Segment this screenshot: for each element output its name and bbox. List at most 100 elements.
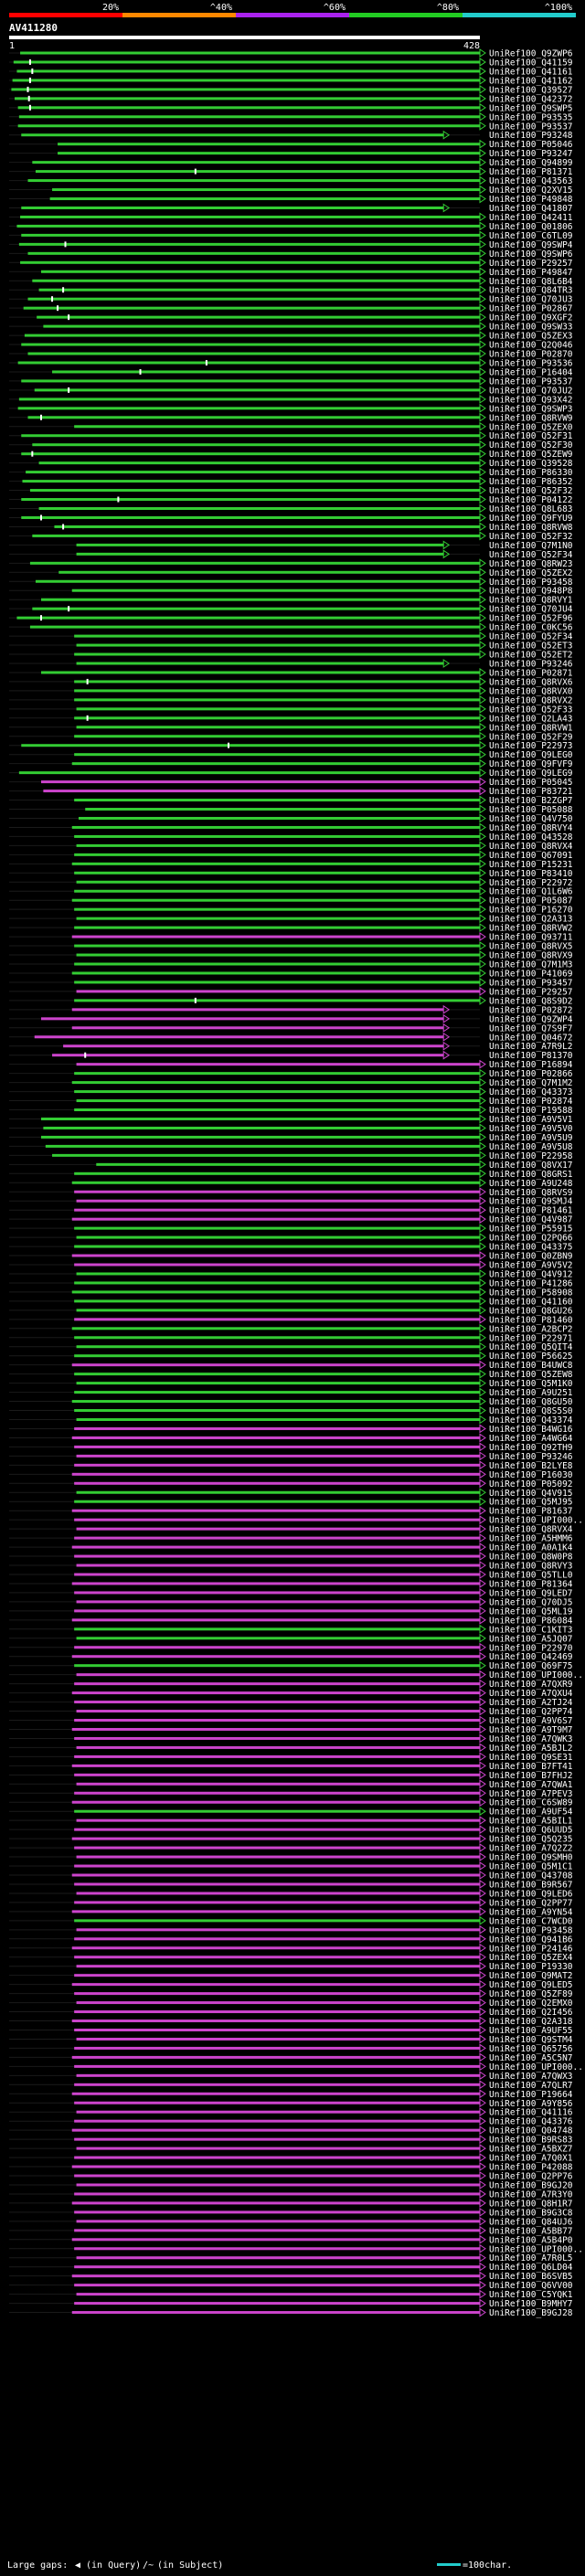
hit-bar[interactable] <box>74 689 481 693</box>
hit-bar[interactable] <box>58 143 480 146</box>
hit-row[interactable]: UniRef100_P41069 <box>9 969 573 979</box>
hit-label[interactable]: UniRef100_Q8L683 <box>489 504 573 514</box>
hit-bar[interactable] <box>74 1354 481 1358</box>
hit-bar[interactable] <box>76 1782 481 1786</box>
hit-bar[interactable] <box>71 1910 480 1913</box>
hit-row[interactable]: UniRef100_Q8RVX4 <box>9 841 573 852</box>
hit-label[interactable]: UniRef100_Q8GU50 <box>489 1397 573 1407</box>
hit-bar[interactable] <box>76 726 481 729</box>
hit-label[interactable]: UniRef100_P16404 <box>489 367 573 377</box>
hit-bar[interactable] <box>74 1208 481 1212</box>
hit-label[interactable]: UniRef100_P16030 <box>489 1470 573 1480</box>
hit-label[interactable]: UniRef100_Q9SW33 <box>489 323 573 333</box>
hit-bar[interactable] <box>74 1426 481 1430</box>
hit-bar[interactable] <box>21 515 481 519</box>
hit-bar[interactable] <box>23 306 480 310</box>
hit-bar[interactable] <box>76 1855 481 1859</box>
hit-row[interactable]: UniRef100_Q2PP76 <box>9 2171 573 2182</box>
hit-row[interactable]: UniRef100_Q41159 <box>9 58 573 68</box>
hit-bar[interactable] <box>71 1764 480 1767</box>
hit-bar[interactable] <box>71 898 480 902</box>
hit-bar[interactable] <box>71 1946 480 1950</box>
hit-row[interactable]: UniRef100_Q9FYU9 <box>9 513 573 524</box>
hit-label[interactable]: UniRef100_B2LYE8 <box>489 1461 573 1471</box>
hit-row[interactable]: UniRef100_A9V5V2 <box>9 1260 573 1271</box>
hit-row[interactable]: UniRef100_A7R0L5 <box>9 2253 573 2263</box>
hit-row[interactable]: UniRef100_A7QWX3 <box>9 2071 573 2082</box>
hit-label[interactable]: UniRef100_P05045 <box>489 778 573 788</box>
hit-label[interactable]: UniRef100_P19588 <box>489 1106 573 1116</box>
hit-row[interactable]: UniRef100_UPI000... <box>9 1670 585 1680</box>
hit-row[interactable]: UniRef100_Q8RVY3 <box>9 1561 573 1572</box>
hit-row[interactable]: UniRef100_B9GJ28 <box>9 2307 573 2318</box>
hit-label[interactable]: UniRef100_P81370 <box>489 1051 573 1061</box>
hit-label[interactable]: UniRef100_A7QLR7 <box>489 2081 573 2091</box>
hit-bar[interactable] <box>71 2274 480 2278</box>
hit-row[interactable]: UniRef100_Q6LD04 <box>9 2262 573 2273</box>
hit-bar[interactable] <box>76 662 444 665</box>
hit-row[interactable]: UniRef100_Q41161 <box>9 67 573 77</box>
hit-row[interactable]: UniRef100_P81461 <box>9 1205 573 1216</box>
hit-row[interactable]: UniRef100_A4WG64 <box>9 1433 573 1444</box>
hit-label[interactable]: UniRef100_B9R567 <box>489 1880 573 1890</box>
hit-row[interactable]: UniRef100_Q7M1M2 <box>9 1077 573 1088</box>
hit-row[interactable]: UniRef100_Q8W0P8 <box>9 1552 573 1563</box>
hit-row[interactable]: UniRef100_Q4V912 <box>9 1269 573 1279</box>
hit-bar[interactable] <box>71 1618 480 1622</box>
hit-row[interactable]: UniRef100_Q2XV15 <box>9 185 573 196</box>
hit-label[interactable]: UniRef100_Q9SE31 <box>489 1753 573 1763</box>
hit-bar[interactable] <box>20 260 481 264</box>
hit-bar[interactable] <box>78 816 480 820</box>
hit-bar[interactable] <box>17 106 480 110</box>
hit-bar[interactable] <box>74 1373 481 1376</box>
hit-row[interactable]: UniRef100_A7Q2Z2 <box>9 1843 573 1854</box>
hit-row[interactable]: UniRef100_Q8RVW2 <box>9 923 573 934</box>
hit-row[interactable]: UniRef100_P81637 <box>9 1506 573 1517</box>
hit-bar[interactable] <box>32 161 480 164</box>
hit-bar[interactable] <box>74 1956 481 1959</box>
hit-label[interactable]: UniRef100_B4UWC8 <box>489 1361 573 1371</box>
hit-label[interactable]: UniRef100_Q4V912 <box>489 1269 573 1279</box>
hit-label[interactable]: UniRef100_A9V5V2 <box>489 1261 573 1271</box>
hit-row[interactable]: UniRef100_A9T9M7 <box>9 1724 573 1735</box>
hit-label[interactable]: UniRef100_P02871 <box>489 668 573 678</box>
hit-label[interactable]: UniRef100_P02870 <box>489 350 573 360</box>
hit-row[interactable]: UniRef100_Q9LEG0 <box>9 749 573 760</box>
hit-row[interactable]: UniRef100_P16404 <box>9 367 573 377</box>
hit-bar[interactable] <box>74 2010 481 2014</box>
hit-label[interactable]: UniRef100_Q8RVY1 <box>489 596 573 606</box>
hit-bar[interactable] <box>76 707 481 711</box>
hit-bar[interactable] <box>74 2192 481 2196</box>
hit-row[interactable]: UniRef100_Q84UJ6 <box>9 2216 573 2227</box>
hit-bar[interactable] <box>21 233 481 237</box>
hit-label[interactable]: UniRef100_Q70DJ5 <box>489 1597 573 1607</box>
hit-row[interactable]: UniRef100_P02871 <box>9 668 573 678</box>
hit-row[interactable]: UniRef100_Q41116 <box>9 2107 573 2118</box>
hit-row[interactable]: UniRef100_P93248 <box>9 130 573 141</box>
hit-label[interactable]: UniRef100_B7FT41 <box>489 1762 573 1772</box>
hit-label[interactable]: UniRef100_Q6UUD5 <box>489 1826 573 1836</box>
hit-row[interactable]: UniRef100_B7FT41 <box>9 1761 573 1772</box>
hit-row[interactable]: UniRef100_A9UF55 <box>9 2025 573 2036</box>
hit-row[interactable]: UniRef100_Q9MAT2 <box>9 1970 573 1981</box>
hit-bar[interactable] <box>27 352 481 355</box>
hit-row[interactable]: UniRef100_Q69F75 <box>9 1660 573 1671</box>
hit-label[interactable]: UniRef100_Q2A313 <box>489 915 573 925</box>
hit-label[interactable]: UniRef100_C5YQK1 <box>489 2290 573 2300</box>
hit-label[interactable]: UniRef100_P81637 <box>489 1507 573 1517</box>
hit-bar[interactable] <box>52 1054 444 1057</box>
hit-row[interactable]: UniRef100_Q9SW33 <box>9 322 573 333</box>
hit-label[interactable]: UniRef100_A9T9M7 <box>489 1725 573 1735</box>
hit-label[interactable]: UniRef100_Q9LED5 <box>489 1980 573 1990</box>
hit-label[interactable]: UniRef100_Q42469 <box>489 1652 573 1662</box>
hit-row[interactable]: UniRef100_A5BIL1 <box>9 1816 573 1827</box>
hit-label[interactable]: UniRef100_A9Y856 <box>489 2099 573 2109</box>
hit-bar[interactable] <box>76 843 481 847</box>
hit-bar[interactable] <box>74 1281 481 1285</box>
hit-row[interactable]: UniRef100_P22970 <box>9 1642 573 1653</box>
hit-bar[interactable] <box>71 2201 480 2205</box>
hit-row[interactable]: UniRef100_Q9FVF9 <box>9 758 573 769</box>
hit-bar[interactable] <box>21 133 444 137</box>
hit-bar[interactable] <box>76 2037 481 2041</box>
hit-bar[interactable] <box>76 1235 481 1239</box>
